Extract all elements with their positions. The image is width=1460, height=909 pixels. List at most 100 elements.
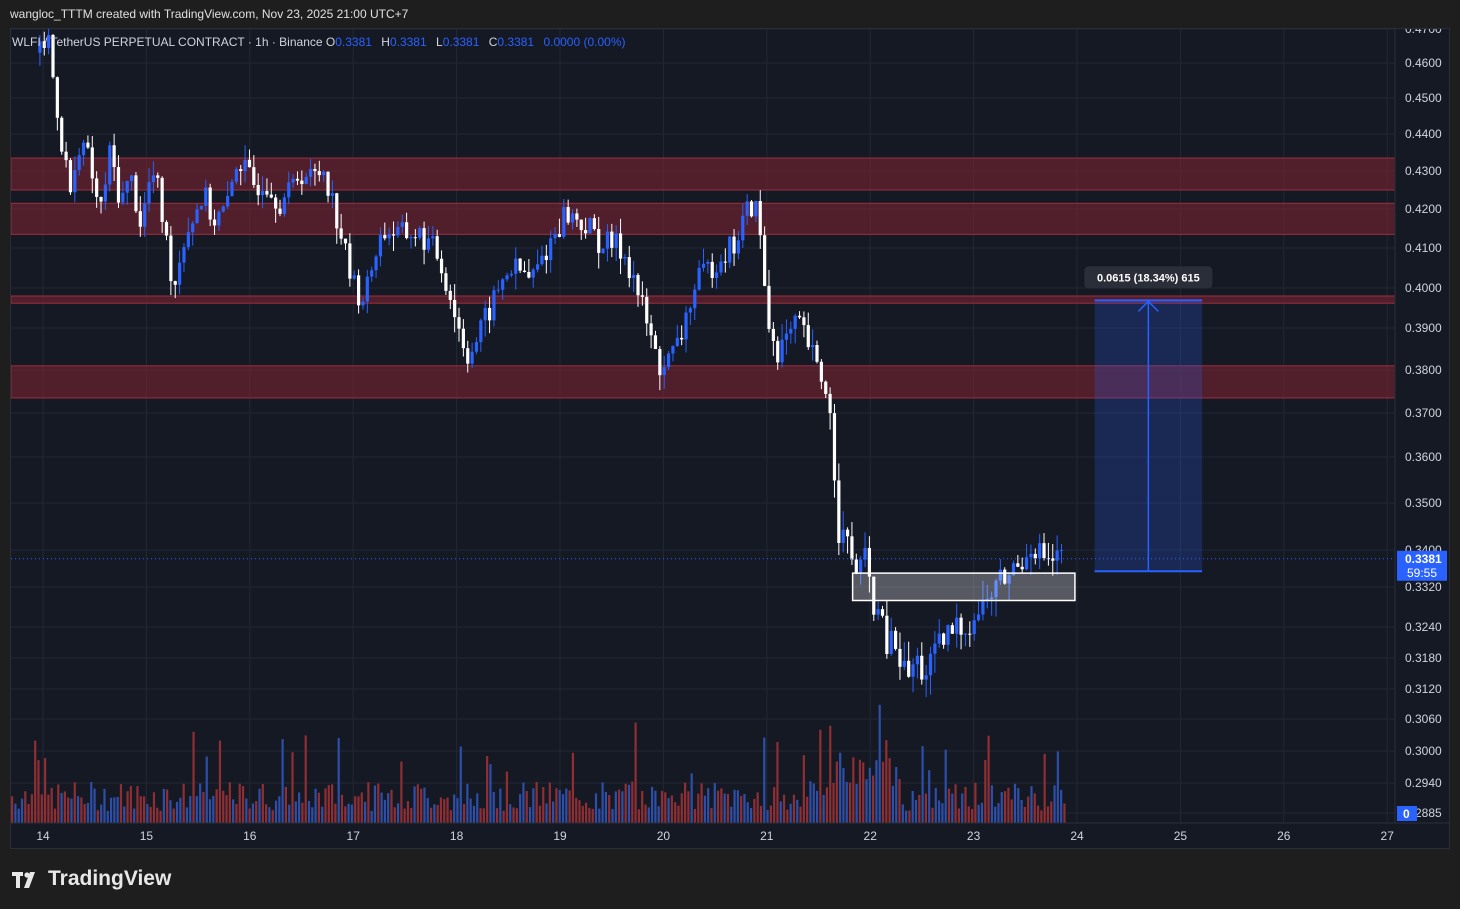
- candle-body: [514, 258, 518, 274]
- candle-body: [994, 580, 998, 598]
- volume-bar: [829, 725, 832, 823]
- candle-body: [431, 236, 435, 239]
- volume-bar: [947, 788, 951, 823]
- tradingview-logo[interactable]: TradingView: [12, 867, 171, 891]
- volume-bar: [773, 787, 776, 823]
- candle-body: [308, 168, 313, 177]
- volume-bar: [321, 806, 324, 823]
- candle-body: [701, 263, 706, 268]
- candle-body: [409, 237, 413, 239]
- volume-bar: [327, 785, 330, 823]
- volume-bar: [519, 794, 522, 823]
- candle-body: [73, 170, 77, 193]
- volume-bar: [334, 803, 337, 823]
- volume-bar: [769, 805, 772, 823]
- volume-bar: [142, 796, 146, 823]
- candle-body: [99, 196, 103, 202]
- candle-body: [828, 393, 832, 414]
- symbol-name[interactable]: WLFI / TetherUS PERPETUAL CONTRACT · 1h …: [12, 35, 323, 49]
- current-price-badge: [1397, 550, 1447, 581]
- chart-pane[interactable]: 0.0615 (18.34%) 615 0.4700 0.4600 0.4500 0.4…: [10, 28, 1450, 849]
- candle-body: [723, 261, 727, 263]
- candle-body: [597, 229, 601, 253]
- volume-bar: [944, 749, 947, 823]
- candle-body: [658, 349, 662, 376]
- candle-body: [902, 660, 906, 667]
- volume-bar: [641, 791, 644, 823]
- candle-body: [880, 609, 885, 616]
- volume-bar: [561, 794, 565, 823]
- candle-body: [649, 323, 653, 336]
- symbol-legend: WLFI / TetherUS PERPETUAL CONTRACT · 1h …: [12, 35, 632, 49]
- volume-bar: [314, 788, 317, 823]
- volume-bar: [852, 757, 855, 823]
- volume-bar: [304, 735, 307, 823]
- volume-bar: [749, 808, 753, 823]
- change-value: 0.0000 (0.00%): [543, 35, 626, 49]
- candle-body: [706, 261, 710, 264]
- time-tick-label: 24: [1070, 829, 1084, 843]
- volume-bar: [113, 797, 116, 823]
- candle-body: [38, 41, 42, 53]
- candle-body: [173, 281, 177, 285]
- candle-body: [535, 264, 540, 270]
- volume-bar: [268, 807, 271, 823]
- volume-bar: [815, 790, 819, 823]
- candle-body: [907, 660, 911, 677]
- volume-bar: [109, 797, 113, 823]
- volume-bar: [707, 788, 710, 823]
- volume-bar: [908, 810, 911, 823]
- high-value: 0.3381: [389, 35, 427, 49]
- volume-bar: [456, 798, 459, 823]
- candle-body: [806, 325, 810, 348]
- volume-bar: [83, 803, 86, 823]
- candle-body: [570, 213, 575, 223]
- price-tick-label: 0.4500: [1405, 91, 1442, 105]
- volume-bar: [994, 806, 997, 823]
- volume-bar: [914, 799, 918, 823]
- volume-bar: [634, 722, 637, 823]
- candle-body: [112, 145, 116, 168]
- volume-bar: [839, 752, 842, 823]
- candle-body: [509, 273, 514, 276]
- volume-bar: [100, 804, 103, 823]
- volume-bar: [881, 761, 885, 823]
- candle-body: [1003, 569, 1007, 584]
- candle-body: [867, 547, 871, 577]
- volume-zero-badge: [1397, 806, 1417, 821]
- candle-body: [942, 633, 946, 645]
- attribution-text: wangloc_TTTM created with TradingView.co…: [10, 7, 409, 21]
- volume-bar: [515, 808, 518, 823]
- candle-body: [1059, 550, 1064, 552]
- candle-body: [134, 175, 138, 212]
- candle-body: [156, 175, 160, 178]
- volume-bar: [885, 740, 888, 823]
- volume-bar: [680, 793, 683, 823]
- candle-body: [815, 345, 819, 362]
- price-tick-label: 0.4300: [1405, 164, 1442, 178]
- volume-bar: [872, 775, 875, 823]
- volume-bar: [618, 789, 621, 823]
- candle-countdown: 59:55: [1407, 566, 1437, 580]
- volume-bar: [763, 737, 766, 823]
- volume-bar: [683, 782, 687, 823]
- candle-body: [457, 317, 461, 329]
- candle-body: [208, 187, 212, 220]
- volume-bar: [555, 788, 558, 823]
- volume-bar: [812, 783, 815, 823]
- candle-body: [928, 653, 933, 676]
- candle-body: [435, 236, 439, 259]
- candle-body: [1007, 575, 1011, 584]
- chart-canvas[interactable]: 0.0615 (18.34%) 615 0.4700 0.4600 0.4500 0.4…: [11, 29, 1449, 848]
- volume-bar: [459, 746, 462, 823]
- volume-bar: [660, 790, 664, 823]
- volume-bar: [14, 803, 17, 823]
- candle-body: [474, 342, 479, 352]
- volume-bar: [86, 802, 90, 823]
- volume-bar: [436, 804, 439, 823]
- candle-body: [68, 160, 73, 193]
- volume-bar: [716, 790, 720, 823]
- candle-body: [645, 296, 649, 324]
- volume-bar: [822, 794, 825, 823]
- time-tick-label: 19: [553, 829, 567, 843]
